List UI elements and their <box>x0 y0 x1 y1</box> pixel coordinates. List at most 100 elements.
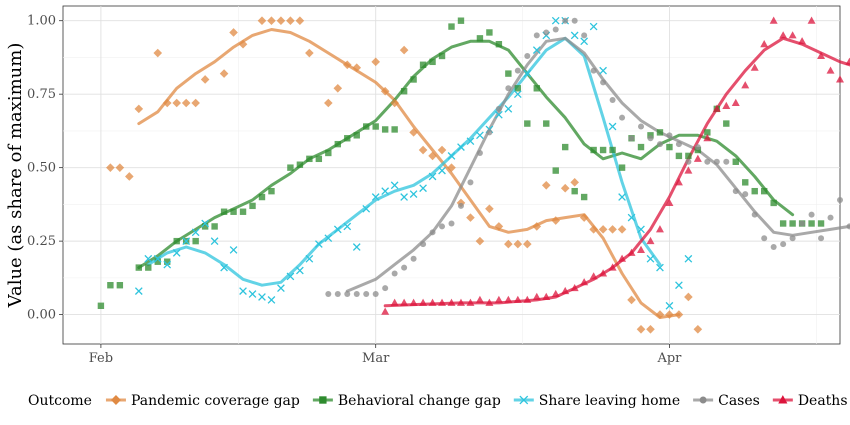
share-leaving-home-point <box>333 225 342 234</box>
cases-point <box>571 17 578 24</box>
deaths-point <box>826 66 835 74</box>
legend-item-pandemic-coverage-gap: Pandemic coverage gap <box>105 393 300 409</box>
pandemic-coverage-gap-point <box>418 145 428 155</box>
deaths-point <box>608 263 617 271</box>
behavioral-change-gap-point <box>239 208 247 215</box>
share-leaving-home-point <box>182 237 191 245</box>
pandemic-coverage-gap-point <box>617 225 627 234</box>
cases-point <box>391 270 398 277</box>
pandemic-coverage-gap-point <box>172 98 182 108</box>
deaths-point <box>655 225 664 233</box>
behavioral-change-gap-point <box>609 146 616 154</box>
cases-point <box>562 17 569 24</box>
share-leaving-home-point <box>438 166 446 175</box>
behavioral-change-gap-point <box>685 152 692 160</box>
pandemic-coverage-gap-point <box>665 310 674 319</box>
behavioral-change-gap-point <box>524 120 531 127</box>
behavioral-change-gap-point <box>201 223 209 230</box>
pandemic-coverage-gap-point <box>646 325 655 334</box>
share-leaving-home-point <box>343 222 352 231</box>
behavioral-change-gap-point <box>514 85 522 92</box>
y-tick-label: 0.00 <box>27 308 56 323</box>
share-leaving-home-point <box>239 287 247 295</box>
pandemic-coverage-gap-point <box>636 325 646 334</box>
deaths-point <box>769 16 778 24</box>
share-leaving-home-point <box>163 260 172 269</box>
deaths-point <box>845 57 850 65</box>
deaths-point <box>466 298 475 306</box>
pandemic-coverage-gap-point <box>115 163 125 172</box>
legend-swatch-marker <box>111 395 121 405</box>
pandemic-coverage-gap-point <box>352 63 362 73</box>
cases-point <box>372 291 379 298</box>
share-leaving-home-point <box>504 105 513 113</box>
behavioral-change-gap-point <box>400 88 408 95</box>
deaths-point <box>542 292 551 300</box>
y-tick-label: 0.75 <box>27 87 56 102</box>
cases-point <box>818 235 825 242</box>
pandemic-coverage-gap-point <box>106 163 115 172</box>
behavioral-change-gap-point <box>438 52 446 60</box>
cases-point <box>751 211 758 218</box>
deaths-point <box>456 298 465 306</box>
pandemic-coverage-gap-point <box>494 222 504 231</box>
cases-point <box>837 196 843 203</box>
behavioral-change-gap-point <box>306 155 313 163</box>
behavioral-change-gap-point <box>192 237 199 245</box>
pandemic-coverage-gap-point <box>523 239 532 249</box>
cases-point <box>581 32 588 39</box>
cases-point <box>638 123 645 130</box>
deaths-point <box>665 198 674 206</box>
deaths-point <box>513 295 522 303</box>
cases-point <box>543 29 550 36</box>
legend-item-cases: Cases <box>693 393 760 409</box>
cases-point <box>439 223 446 230</box>
pandemic-coverage-gap-point <box>447 163 456 172</box>
pandemic-coverage-gap-point <box>390 98 399 108</box>
x-tick-label: Apr <box>656 351 682 366</box>
deaths-point <box>561 286 570 295</box>
pandemic-coverage-gap-point <box>570 178 579 187</box>
behavioral-change-gap-point <box>211 223 218 230</box>
pandemic-coverage-gap-point <box>437 145 447 155</box>
share-leaving-home-point <box>599 66 607 75</box>
cases-point <box>457 202 464 209</box>
deaths-point <box>779 31 788 39</box>
deaths-point <box>485 298 494 306</box>
legend-label: Cases <box>718 393 760 409</box>
deaths-series <box>381 16 850 315</box>
behavioral-change-gap-point <box>562 143 569 151</box>
deaths-point <box>570 283 579 292</box>
deaths-point <box>674 178 683 186</box>
behavioral-change-gap-point <box>419 61 427 68</box>
pandemic-coverage-gap-point <box>428 151 437 161</box>
cases-point <box>420 241 427 248</box>
legend-label: Share leaving home <box>539 393 680 409</box>
legend-swatch-marker <box>519 395 529 405</box>
legend-title: Outcome <box>28 393 92 409</box>
cases-point <box>514 67 521 74</box>
deaths-point <box>712 104 721 112</box>
pandemic-coverage-gap-point <box>134 104 144 114</box>
behavioral-change-gap-point <box>258 193 266 201</box>
cases-point <box>401 264 408 271</box>
deaths-point <box>523 295 532 303</box>
behavioral-change-gap-point <box>779 220 787 227</box>
behavioral-change-gap-point <box>732 158 739 165</box>
x-tick-label: Feb <box>89 351 113 366</box>
behavioral-change-gap-point <box>656 129 664 136</box>
pandemic-coverage-gap-point <box>305 48 314 58</box>
pandemic-coverage-gap-point <box>162 98 172 108</box>
behavioral-change-gap-point <box>173 237 180 245</box>
deaths-point <box>627 248 636 256</box>
cases-point <box>590 67 597 74</box>
cases-point <box>732 188 739 195</box>
cases-point <box>647 135 654 142</box>
deaths-point <box>760 40 769 48</box>
cases-point <box>410 255 417 262</box>
behavioral-change-gap-point <box>789 220 796 227</box>
deaths-trend-line <box>383 36 850 308</box>
pandemic-coverage-gap-point <box>560 183 570 193</box>
behavioral-change-gap-point <box>249 202 256 210</box>
deaths-point <box>618 254 627 262</box>
